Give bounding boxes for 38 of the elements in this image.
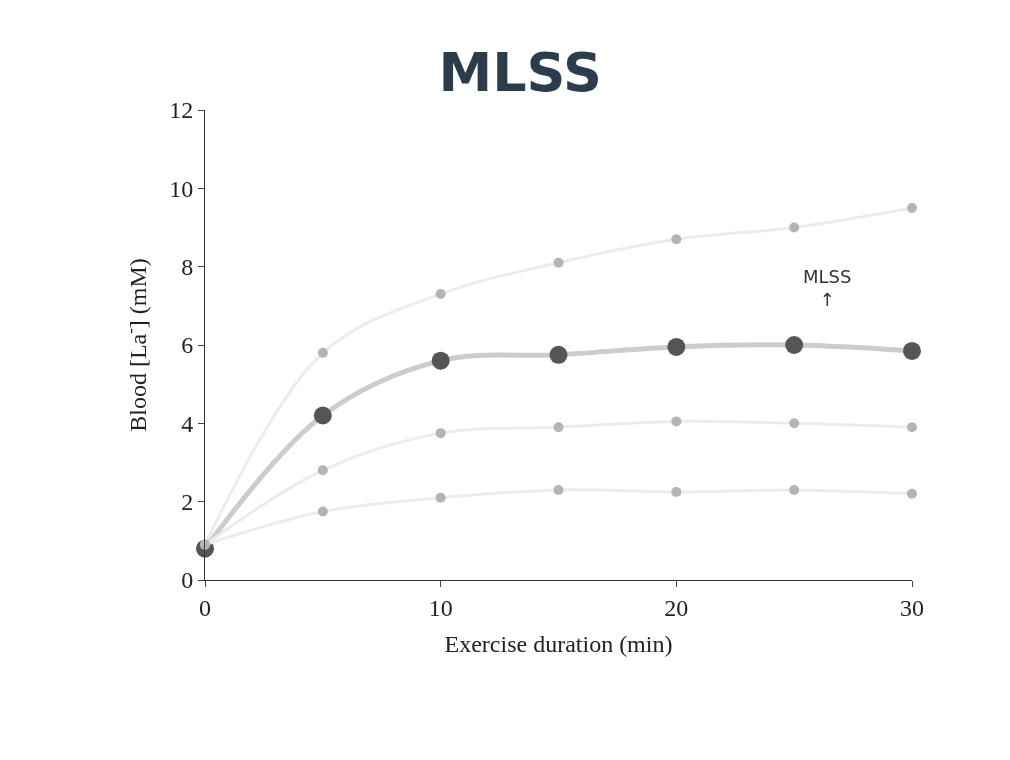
point [431, 351, 450, 370]
point [317, 465, 328, 476]
point [785, 336, 804, 354]
point [313, 406, 332, 425]
point [667, 337, 686, 356]
x-tick-label: 0 [199, 594, 211, 621]
point [671, 486, 682, 497]
point [435, 289, 446, 300]
chart-title: MLSS [438, 41, 602, 104]
point [671, 416, 682, 427]
x-tick-label: 10 [428, 594, 453, 621]
point [671, 234, 682, 245]
point [907, 202, 917, 213]
y-tick-label: 10 [169, 175, 194, 202]
point [317, 347, 328, 358]
y-tick-label: 2 [181, 489, 194, 516]
x-tick-label: 30 [900, 594, 924, 621]
x-axis-title: Exercise duration (min) [444, 631, 673, 658]
point [789, 484, 800, 495]
y-tick-label: 6 [181, 332, 194, 359]
point [553, 422, 564, 433]
point [317, 506, 328, 517]
point [549, 345, 568, 364]
y-tick-label: 8 [181, 254, 194, 281]
point [907, 488, 917, 499]
y-tick-label: 4 [181, 410, 194, 437]
x-tick-label: 20 [664, 594, 689, 621]
point [553, 484, 564, 495]
point [435, 492, 446, 503]
annotation: MLSS ↑ [803, 266, 852, 311]
point [435, 428, 446, 439]
point [789, 418, 800, 429]
point [553, 257, 564, 268]
y-tick-label: 0 [181, 567, 194, 594]
y-tick-label: 12 [169, 97, 194, 124]
point [907, 422, 917, 433]
point [789, 222, 800, 233]
point [903, 341, 921, 360]
